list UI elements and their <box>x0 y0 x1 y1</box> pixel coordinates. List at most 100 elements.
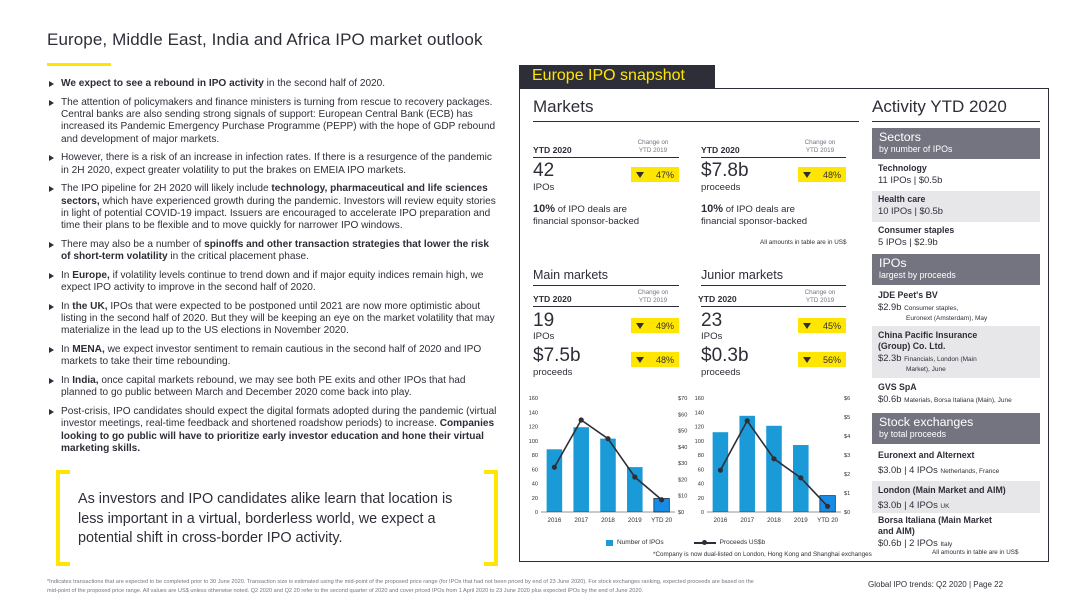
sectors-header: Sectors by number of IPOs <box>872 128 1040 159</box>
down-triangle-icon <box>636 322 644 329</box>
bullet-item: The attention of policymakers and financ… <box>47 97 497 147</box>
bullet-bold: India, <box>72 374 99 386</box>
junior-markets-heading: Junior markets <box>701 268 783 282</box>
left-tick-label: 100 <box>529 439 538 445</box>
proceeds-point <box>551 464 557 470</box>
left-tick-label: 80 <box>532 453 538 459</box>
bullet-text: There may also be a number of <box>61 238 205 250</box>
left-tick-label: 60 <box>698 467 704 473</box>
bullet-item: The IPO pipeline for 2H 2020 will likely… <box>47 183 497 233</box>
left-tick-label: 40 <box>532 482 538 488</box>
category-label: 2019 <box>794 517 808 524</box>
ipo-count-bar <box>573 427 589 512</box>
down-triangle-icon <box>636 171 644 178</box>
bullet-arrow-icon <box>49 272 54 279</box>
main-ipos-value: 19 <box>533 310 555 331</box>
junior-ipos-unit: IPOs <box>701 331 723 342</box>
bullet-bold: the UK, <box>72 300 108 312</box>
bullet-text: in the critical placement phase. <box>167 251 309 263</box>
left-tick-label: 0 <box>535 510 538 516</box>
bullet-text: Post-crisis, IPO candidates should expec… <box>61 405 497 430</box>
left-tick-label: 20 <box>532 496 538 502</box>
chart-legend: Number of IPOs Proceeds US$b <box>606 539 765 546</box>
bullet-item: In MENA, we expect investor sentiment to… <box>47 344 497 369</box>
category-label: YTD 20 <box>651 517 673 524</box>
page-footer: Global IPO trends: Q2 2020 | Page 22 <box>868 580 1004 589</box>
activity-divider <box>872 121 1040 122</box>
right-tick-label: $0 <box>844 510 850 516</box>
bullet-item: However, there is a risk of an increase … <box>47 152 497 177</box>
exchanges-header: Stock exchanges by total proceeds <box>872 413 1040 444</box>
bullet-text: if volatility levels continue to trend d… <box>61 269 484 294</box>
bullet-arrow-icon <box>49 346 54 353</box>
category-label: 2018 <box>601 517 615 524</box>
row-divider <box>701 157 846 158</box>
main-proceeds-unit: proceeds <box>533 367 573 378</box>
bullet-arrow-icon <box>49 303 54 310</box>
ipo-item: China Pacific Insurance (Group) Co. Ltd.… <box>878 330 978 373</box>
bullet-arrow-icon <box>49 377 54 384</box>
bullet-arrow-icon <box>49 241 54 248</box>
junior-ipos-change-badge: 45% <box>798 318 846 333</box>
left-tick-label: 140 <box>529 410 538 416</box>
ipo-count-bar <box>627 467 643 512</box>
sector-row-shade <box>872 191 1040 222</box>
main-proceeds-value: $7.5b <box>533 345 581 366</box>
change-label: Change on YTD 2019 <box>804 289 836 304</box>
left-tick-label: 120 <box>529 425 538 431</box>
ipo-count-bar <box>739 415 755 512</box>
bullet-text: The IPO pipeline for 2H 2020 will likely… <box>61 183 272 195</box>
legend-proceeds-label: Proceeds US$b <box>719 539 766 546</box>
ytd-label: YTD 2020 <box>698 294 737 304</box>
row-divider <box>533 157 679 158</box>
left-tick-label: 160 <box>529 396 538 402</box>
main-ipos-unit: IPOs <box>533 331 555 342</box>
right-tick-label: $30 <box>678 461 687 467</box>
left-tick-label: 160 <box>695 396 704 402</box>
bullet-text: In <box>61 269 73 281</box>
ipo-row-shade <box>872 326 1040 378</box>
bullet-bold: technology, pharmaceutical and life scie… <box>61 183 488 207</box>
bullet-bold: MENA, <box>72 343 105 355</box>
right-tick-label: $70 <box>678 396 687 402</box>
right-tick-label: $40 <box>678 445 687 451</box>
category-label: 2019 <box>628 517 642 524</box>
bullet-text: in the second half of 2020. <box>263 78 386 89</box>
category-label: 2017 <box>574 517 588 524</box>
category-label: 2018 <box>767 517 781 524</box>
bullet-bold: We expect to see a rebound in IPO activi… <box>61 78 264 89</box>
sector-item: Technology 11 IPOs | $0.5b <box>878 163 943 185</box>
bullet-arrow-icon <box>49 408 54 415</box>
bullet-arrow-icon <box>49 99 54 106</box>
deals-unit: IPOs <box>533 182 555 193</box>
ipo-count-bar <box>766 425 782 512</box>
proceeds-point <box>717 467 723 473</box>
proceeds-point <box>659 497 665 503</box>
ytd-label: YTD 2020 <box>533 145 572 155</box>
proceeds-point <box>632 474 638 480</box>
ipos-header: IPOs largest by proceeds <box>872 254 1040 285</box>
left-tick-label: 20 <box>698 496 704 502</box>
legend-ipos-label: Number of IPOs <box>617 539 664 546</box>
bullet-item: In India, once capital markets rebound, … <box>47 375 497 400</box>
right-tick-label: $0 <box>678 510 684 516</box>
bullet-text: In <box>61 374 73 386</box>
activity-usd-note: All amounts in table are in US$ <box>932 549 1019 556</box>
row-divider <box>701 285 846 286</box>
usd-note: All amounts in table are in US$ <box>760 239 847 246</box>
pull-quote: As investors and IPO candidates alike le… <box>56 470 498 566</box>
category-label: 2016 <box>714 517 728 524</box>
row-divider <box>701 306 846 307</box>
right-tick-label: $20 <box>678 477 687 483</box>
bullet-bold: spinoffs and other transaction strategie… <box>61 238 490 263</box>
bullet-arrow-icon <box>49 81 54 87</box>
bullet-text: IPOs that were expected to be postponed … <box>61 300 495 337</box>
footnote: *Indicates transactions that are expecte… <box>47 579 754 594</box>
right-tick-label: $2 <box>844 472 850 478</box>
ipo-item: JDE Peet's BV $2.9b Consumer staples, Eu… <box>878 290 988 322</box>
row-divider <box>533 285 679 286</box>
bullet-text: In <box>61 300 73 312</box>
category-label: 2016 <box>548 517 562 524</box>
left-tick-label: 140 <box>695 410 704 416</box>
snapshot-header: Europe IPO snapshot <box>519 65 715 88</box>
